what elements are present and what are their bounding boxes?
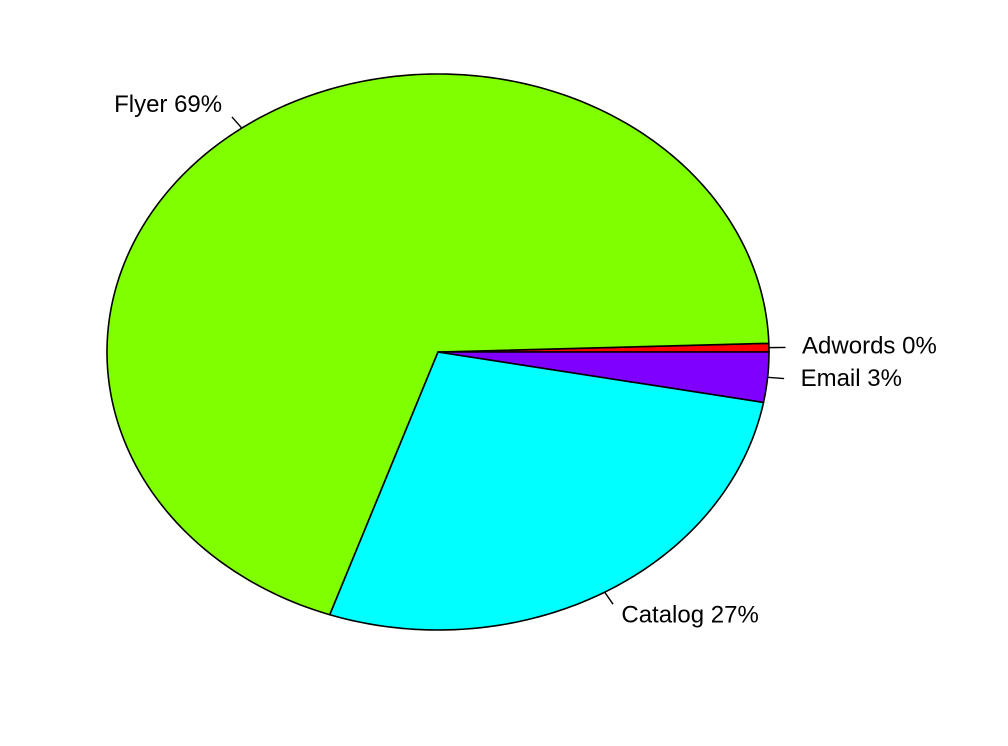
leader-line-email: [767, 376, 785, 380]
slice-label-flyer: Flyer 69%: [114, 91, 222, 118]
slice-label-email: Email 3%: [801, 365, 902, 392]
slices-layer: [106, 73, 770, 631]
slice-label-catalog: Catalog 27%: [621, 602, 758, 629]
slice-label-adwords: Adwords 0%: [802, 333, 937, 360]
leader-line-catalog: [604, 591, 614, 605]
leader-line-flyer: [231, 116, 243, 129]
pie-slice-catalog: [329, 351, 765, 631]
labels-layer: Adwords 0% Flyer 69% Catalog 27% Email 3%: [114, 91, 937, 628]
pie-slice-email: [437, 351, 770, 404]
